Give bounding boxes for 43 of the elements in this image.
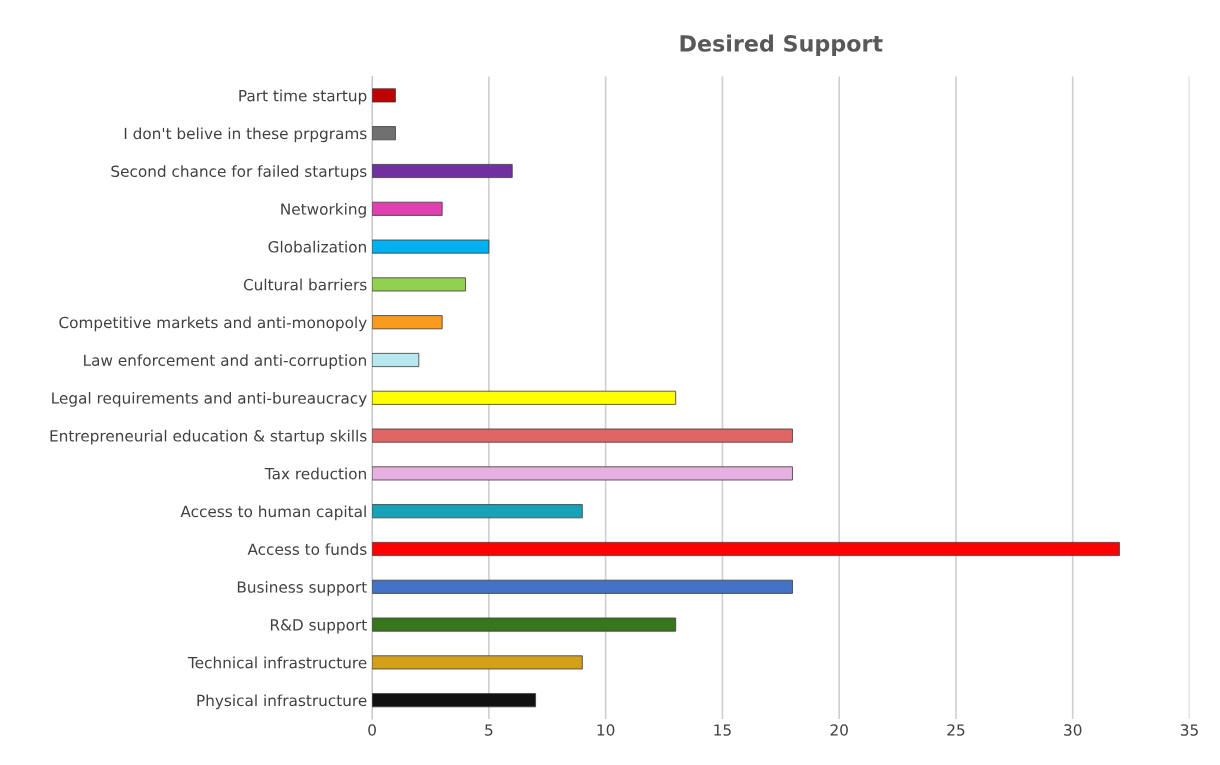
y-tick-label: Competitive markets and anti-monopoly: [59, 316, 367, 332]
x-tick-label: 20: [830, 724, 848, 736]
y-tick-label: Legal requirements and anti-bureaucracy: [52, 392, 367, 407]
y-tick-label: Globalization: [268, 240, 366, 253]
x-tick-label: 0: [368, 724, 376, 736]
bar: [372, 126, 396, 141]
y-tick-label: Access to funds: [247, 543, 367, 556]
bar: [372, 541, 1120, 557]
x-tick-label: 15: [714, 724, 731, 736]
chart-title: Desired Support: [680, 34, 883, 57]
y-tick-label: Technical infrastructure: [187, 656, 367, 669]
y-tick-label: Networking: [281, 203, 366, 218]
y-tick-label: Tax reduction: [264, 467, 366, 480]
bar: [372, 88, 396, 103]
bar: [372, 504, 583, 519]
bar: [372, 201, 443, 216]
bar: [372, 693, 536, 708]
bar: [372, 466, 793, 481]
y-tick-label: Part time startup: [239, 89, 367, 105]
y-tick-label: Physical infrastructure: [197, 694, 367, 710]
bar: [372, 315, 443, 330]
bar: [372, 352, 420, 368]
y-tick-label: Business support: [237, 581, 367, 596]
y-tick-label: Second chance for failed startups: [111, 165, 367, 180]
bar: [372, 579, 793, 594]
x-tick-label: 35: [1180, 724, 1198, 736]
bar: [372, 617, 677, 632]
y-tick-label: I don't belive in these prpgrams: [124, 127, 367, 143]
y-tick-label: Law enforcement and anti-corruption: [84, 354, 366, 369]
bar: [372, 390, 677, 405]
bar: [372, 163, 513, 179]
bar: [372, 655, 583, 670]
x-tick-label: 30: [1064, 724, 1082, 736]
y-tick-label: Cultural barriers: [243, 278, 367, 291]
bar: [372, 277, 466, 292]
x-tick-label: 25: [947, 724, 965, 736]
y-tick-label: R&D support: [270, 619, 367, 634]
bar: [372, 239, 490, 254]
y-tick-label: Access to human capital: [180, 505, 366, 521]
x-tick-label: 5: [485, 724, 493, 736]
bar: [372, 428, 793, 443]
x-tick-label: 10: [597, 724, 615, 736]
y-tick-label: Entrepreneurial education & startup skills: [50, 429, 367, 445]
